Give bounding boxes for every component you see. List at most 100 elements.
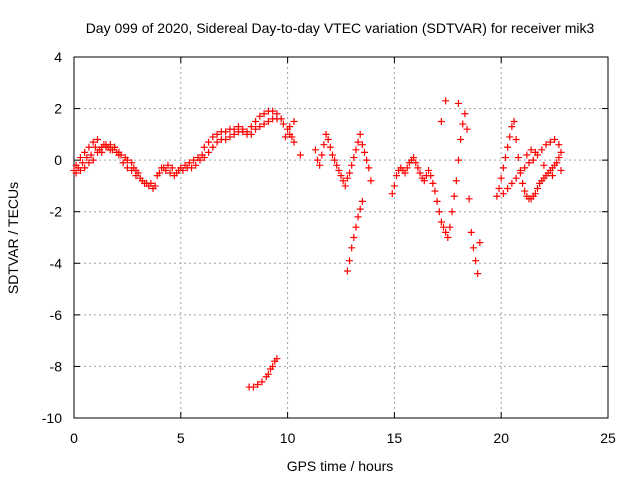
data-point: [531, 148, 539, 156]
data-point: [393, 172, 401, 180]
data-point: [335, 166, 343, 174]
data-point: [442, 97, 450, 105]
data-point: [433, 197, 441, 205]
data-point: [318, 151, 326, 159]
data-point: [350, 234, 358, 241]
y-tick-label: -4: [50, 255, 63, 271]
y-tick-label: -6: [50, 307, 63, 323]
data-point: [331, 156, 339, 164]
data-point: [155, 169, 163, 177]
data-point: [98, 143, 106, 151]
data-point: [288, 133, 296, 141]
data-point: [132, 172, 140, 180]
data-point: [85, 143, 93, 151]
data-point: [179, 166, 187, 174]
data-point: [314, 156, 322, 164]
data-point: [454, 99, 462, 107]
data-point: [390, 182, 398, 190]
data-point: [196, 156, 204, 164]
data-point: [269, 362, 277, 370]
data-point: [162, 166, 170, 174]
data-point: [521, 187, 529, 195]
data-point: [89, 156, 97, 164]
data-point: [205, 138, 213, 146]
data-point: [264, 370, 272, 378]
data-point: [290, 138, 298, 146]
data-point: [190, 156, 198, 164]
data-point: [476, 239, 484, 247]
data-point: [252, 117, 260, 125]
data-point: [512, 136, 520, 144]
data-point: [516, 169, 524, 177]
data-point: [555, 141, 563, 149]
x-tick-label: 0: [70, 430, 78, 446]
data-point: [542, 141, 550, 149]
x-axis-label: GPS time / hours: [287, 458, 394, 474]
series-trace-low: [245, 355, 281, 391]
data-point: [123, 164, 131, 172]
data-point: [525, 159, 533, 167]
grid-lines: [74, 57, 608, 418]
data-point: [81, 164, 89, 172]
x-tick-label: 10: [280, 430, 296, 446]
data-point: [352, 223, 360, 231]
x-tick-label: 25: [600, 430, 616, 446]
data-point: [534, 185, 542, 193]
data-point: [281, 133, 289, 141]
data-point: [523, 151, 531, 159]
data-point: [519, 179, 527, 187]
data-point: [346, 257, 354, 265]
data-point: [442, 228, 450, 236]
data-point: [258, 378, 266, 386]
data-point: [290, 117, 298, 125]
data-point: [136, 174, 144, 182]
data-point: [316, 161, 324, 169]
data-point: [551, 136, 559, 144]
data-point: [360, 148, 368, 156]
data-point: [128, 159, 136, 167]
data-point: [115, 151, 123, 159]
data-point: [128, 166, 136, 174]
data-point: [260, 110, 268, 118]
data-point: [504, 185, 512, 193]
data-point: [279, 120, 287, 128]
x-tick-label: 5: [177, 430, 185, 446]
data-point: [352, 146, 360, 154]
data-point: [495, 185, 503, 193]
data-point: [111, 143, 119, 151]
data-point: [501, 154, 509, 162]
data-point: [440, 223, 448, 231]
data-point: [230, 130, 238, 138]
data-point: [555, 154, 563, 162]
data-point: [140, 179, 148, 187]
data-point: [499, 190, 507, 198]
data-point: [354, 138, 362, 146]
data-point: [343, 267, 351, 275]
data-point: [540, 161, 548, 169]
data-point: [546, 138, 554, 146]
data-point: [493, 192, 501, 200]
data-point: [222, 136, 230, 144]
data-point: [170, 172, 178, 180]
data-point: [508, 123, 516, 131]
data-point: [286, 123, 294, 131]
data-point: [356, 130, 364, 138]
data-point: [166, 169, 174, 177]
data-point: [356, 205, 364, 213]
data-point: [164, 161, 172, 169]
data-point: [322, 130, 330, 138]
y-tick-label: -8: [50, 358, 63, 374]
data-point: [119, 159, 127, 167]
data-point: [123, 156, 131, 164]
data-point: [72, 169, 80, 177]
data-point: [463, 125, 471, 133]
data-point: [213, 130, 221, 138]
data-point: [410, 154, 418, 162]
data-point: [145, 182, 153, 190]
data-point: [343, 174, 351, 182]
data-point: [273, 355, 281, 363]
data-point: [339, 177, 347, 185]
data-point: [200, 143, 208, 151]
data-point: [252, 125, 260, 133]
